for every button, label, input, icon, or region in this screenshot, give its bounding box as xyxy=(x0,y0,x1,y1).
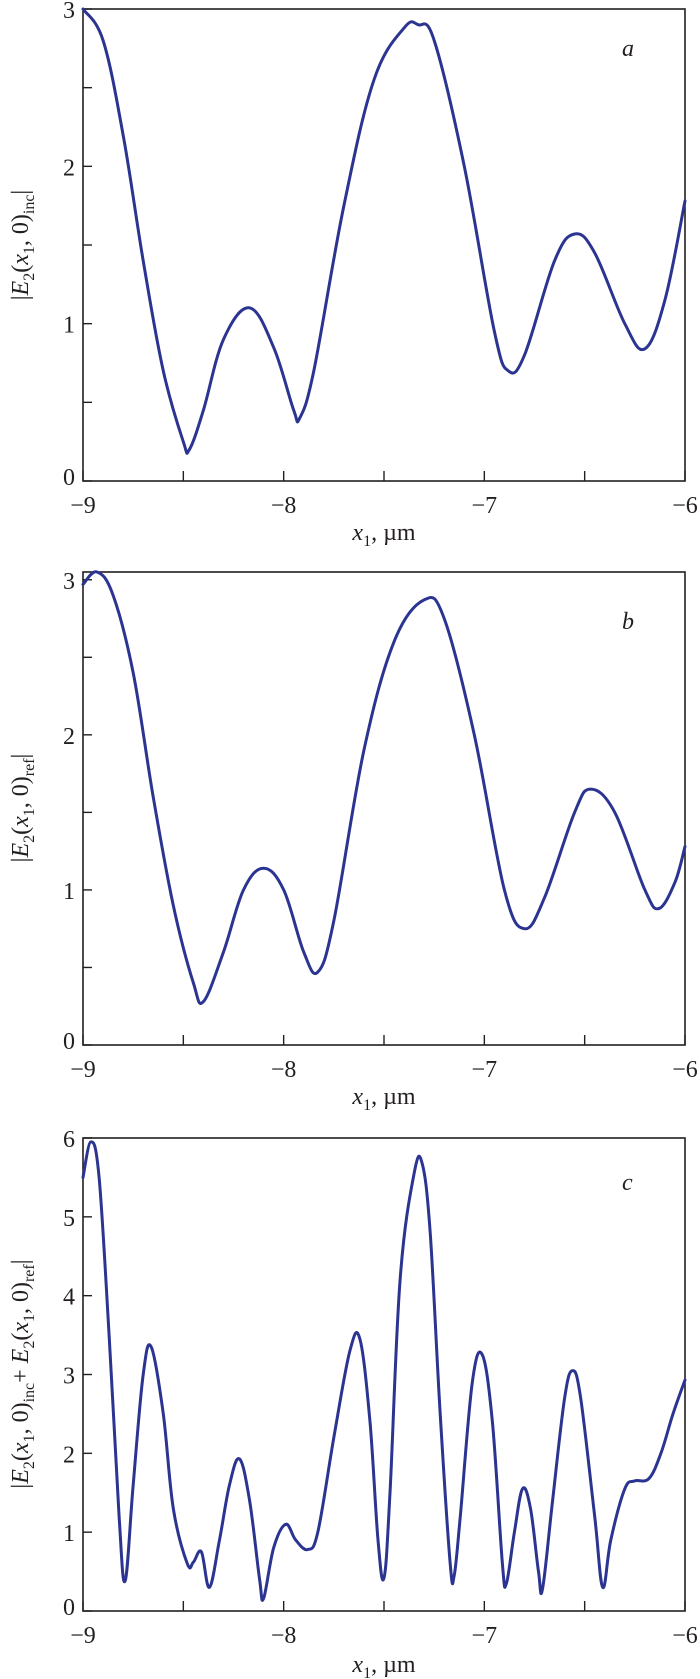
panel-c: 0 1 2 3 4 5 6 −9 −8 −7 −6 c x1, µm |E2(x1, 0)inc+… xyxy=(8,1127,698,1679)
panel-a: 0 1 2 3 −9 −8 −7 −6 a x1, µm |E2(x1, 0)inc| xyxy=(8,0,698,550)
x-tick-label: −9 xyxy=(70,493,96,519)
y-tick-label: 1 xyxy=(63,1521,75,1547)
x-tick-label: −9 xyxy=(70,1623,96,1649)
x-tick-label: −8 xyxy=(271,1057,297,1083)
y-ticks-a: 0 1 2 3 xyxy=(63,0,92,491)
x-tick-label: −7 xyxy=(472,493,498,519)
x-tick-label: −8 xyxy=(271,493,297,519)
y-tick-label: 4 xyxy=(63,1285,75,1311)
x-tick-label: −9 xyxy=(70,1057,96,1083)
plot-frame-b xyxy=(82,571,686,1046)
y-axis-title-b: |E2(x1, 0)ref| xyxy=(8,754,38,863)
x-tick-label: −6 xyxy=(672,1057,698,1083)
panel-b: 0 1 2 3 −9 −8 −7 −6 b x1, µm |E2(x1, 0)ref| xyxy=(8,569,698,1114)
x-axis-title-b: x1, µm xyxy=(351,1084,415,1114)
y-axis-title-c: |E2(x1, 0)inc+ E2(x1, 0)ref| xyxy=(8,1259,38,1488)
x-tick-label: −8 xyxy=(271,1623,297,1649)
y-tick-label: 2 xyxy=(63,724,75,750)
plot-frame-c xyxy=(82,1137,686,1612)
x-ticks-c: −9 −8 −7 −6 xyxy=(70,1601,698,1649)
x-axis-title-c: x1, µm xyxy=(351,1652,415,1679)
y-ticks-b: 0 1 2 3 xyxy=(63,569,92,1055)
y-tick-label: 3 xyxy=(63,0,75,24)
y-ticks-c: 0 1 2 3 4 5 6 xyxy=(63,1127,92,1621)
y-tick-label: 3 xyxy=(63,1364,75,1390)
y-axis-title-a: |E2(x1, 0)inc| xyxy=(8,190,38,301)
panel-tag-a: a xyxy=(622,36,634,62)
x-tick-label: −7 xyxy=(472,1623,498,1649)
y-tick-label: 1 xyxy=(63,879,75,905)
x-tick-label: −6 xyxy=(672,493,698,519)
curve-c xyxy=(81,1140,687,1602)
x-tick-label: −7 xyxy=(472,1057,498,1083)
panel-tag-c: c xyxy=(622,1170,633,1196)
y-tick-label: 2 xyxy=(63,155,75,181)
y-tick-label: 0 xyxy=(63,1029,75,1055)
panel-tag-b: b xyxy=(622,609,634,635)
y-tick-label: 2 xyxy=(63,1442,75,1468)
curve-a xyxy=(81,7,687,455)
y-tick-label: 1 xyxy=(63,313,75,339)
x-axis-title-a: x1, µm xyxy=(351,520,415,550)
x-ticks-a: −9 −8 −7 −6 xyxy=(70,471,698,519)
y-tick-label: 5 xyxy=(63,1206,75,1232)
curve-b xyxy=(81,570,687,1005)
y-tick-label: 0 xyxy=(63,1595,75,1621)
x-tick-label: −6 xyxy=(672,1623,698,1649)
y-tick-label: 6 xyxy=(63,1127,75,1153)
y-tick-label: 0 xyxy=(63,465,75,491)
x-ticks-b: −9 −8 −7 −6 xyxy=(70,1035,698,1083)
y-tick-label: 3 xyxy=(63,569,75,595)
